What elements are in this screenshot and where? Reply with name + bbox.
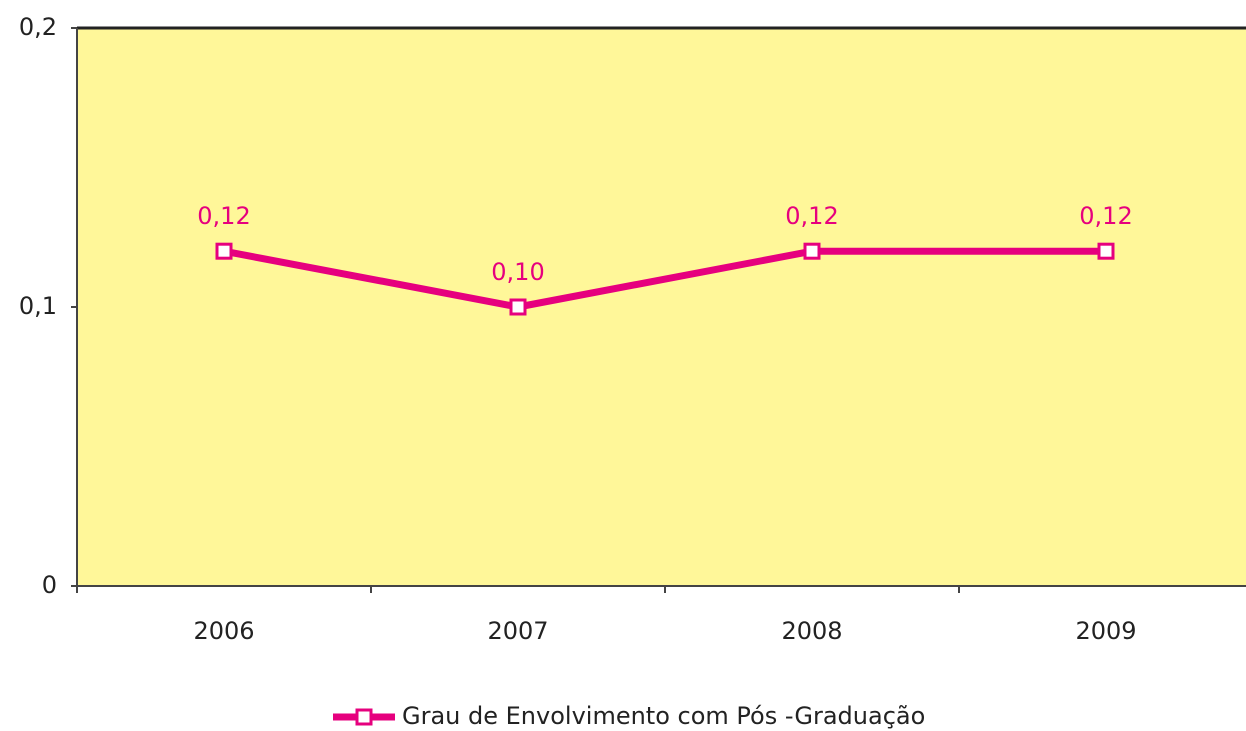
marker: [215, 242, 233, 260]
data-label: 0,12: [197, 202, 250, 230]
legend-marker: [355, 708, 373, 726]
data-label: 0,12: [785, 202, 838, 230]
legend-label: Grau de Envolvimento com Pós -Graduação: [402, 702, 925, 730]
x-tick-label: 2006: [193, 617, 254, 645]
marker: [1097, 242, 1115, 260]
data-label: 0,12: [1079, 202, 1132, 230]
x-tick-label: 2008: [781, 617, 842, 645]
x-tick-label: 2009: [1075, 617, 1136, 645]
line: [223, 247, 1106, 311]
y-tick-label: 0,2: [19, 13, 57, 41]
plot-area: [77, 28, 1246, 586]
y-tick-label: 0,1: [19, 292, 57, 320]
y-tick-label: 0: [42, 571, 57, 599]
data-label: 0,10: [491, 258, 544, 286]
x-tick-label: 2007: [487, 617, 548, 645]
marker: [509, 298, 527, 316]
marker: [803, 242, 821, 260]
